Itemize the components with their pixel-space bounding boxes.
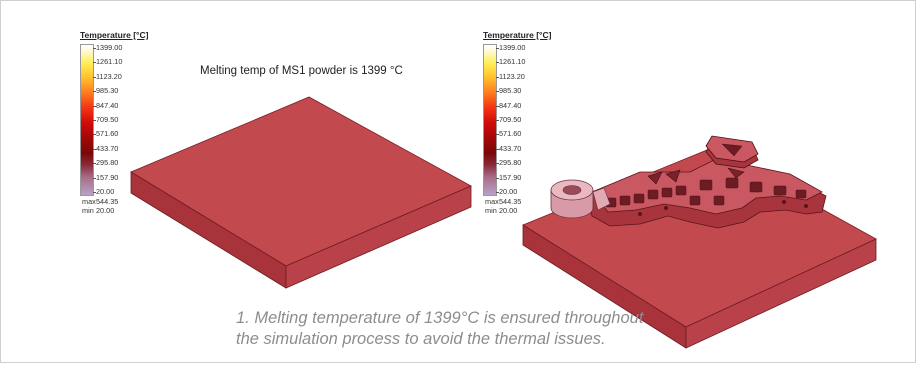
legend-tick: 433.70 [495, 143, 522, 153]
legend-tick: 571.60 [495, 129, 522, 139]
legend-tick: 1123.20 [93, 71, 122, 81]
build-plate-left [130, 96, 472, 289]
legend-stats: max 544.35 min 20.00 [485, 197, 555, 215]
legend-title: Temperature [°C] [483, 30, 552, 40]
legend-tick: 847.40 [495, 100, 522, 110]
plate-right-face [285, 185, 472, 289]
min-value: 20.00 [499, 205, 518, 215]
caption-line-1: 1. Melting temperature of 1399°C is ensu… [236, 309, 644, 327]
min-value: 20.00 [96, 205, 115, 215]
melting-temp-annotation: Melting temp of MS1 powder is 1399 °C [200, 65, 403, 77]
legend-tick: 1399.00 [495, 43, 526, 52]
max-value: 544.35 [499, 197, 522, 206]
legend-ticks: 1399.00 1261.10 1123.20 985.30 847.40 70… [495, 43, 559, 196]
figure-caption: 1. Melting temperature of 1399°C is ensu… [236, 308, 644, 350]
raised-bracket [705, 135, 759, 169]
legend-tick: 571.60 [92, 129, 119, 139]
legend-ticks: 1399.00 1261.10 1123.20 985.30 847.40 70… [92, 43, 156, 196]
triangular-cutouts [647, 167, 745, 185]
caption-line-2: the simulation process to avoid the ther… [236, 330, 606, 348]
legend-tick: 157.90 [92, 172, 119, 182]
legend-tick: 433.70 [92, 143, 119, 153]
legend-tick: 20.00 [495, 187, 518, 196]
hot-boss [550, 179, 611, 219]
legend-tick: 709.50 [495, 115, 522, 124]
min-label: min [82, 205, 94, 215]
printed-part [550, 135, 827, 229]
legend-tick: 295.80 [495, 158, 522, 168]
arm-holes [638, 200, 808, 216]
legend-tick: 1261.10 [92, 57, 123, 67]
legend-tick: 709.50 [92, 115, 119, 124]
legend-tick: 1399.00 [92, 43, 123, 52]
legend-tick: 157.90 [495, 172, 522, 182]
plate-top-face [130, 96, 472, 267]
legend-stats: max 544.35 min 20.00 [82, 197, 152, 215]
min-label: min [485, 205, 497, 215]
legend-tick: 847.40 [92, 100, 119, 110]
max-label: max [82, 197, 96, 206]
legend-tick: 1261.10 [495, 57, 526, 67]
legend-tick: 20.00 [92, 187, 115, 196]
max-value: 544.35 [96, 197, 119, 206]
legend-title: Temperature [°C] [80, 30, 149, 40]
max-label: max [485, 197, 499, 206]
legend-tick: 985.30 [495, 86, 522, 96]
plate-right-face [685, 238, 877, 349]
legend-tick: 1123.20 [496, 71, 525, 81]
legend-tick: 295.80 [92, 158, 119, 168]
legend-tick: 985.30 [92, 86, 119, 96]
